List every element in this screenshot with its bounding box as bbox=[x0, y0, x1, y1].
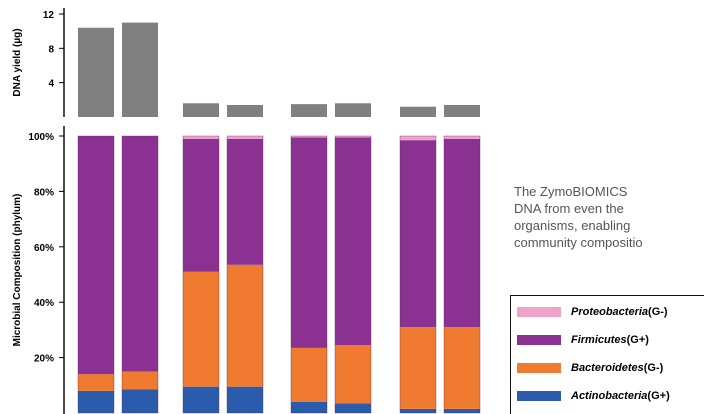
yield-tick-label: 12 bbox=[43, 10, 55, 21]
composition-segment-proteobacteria bbox=[335, 136, 371, 138]
composition-segment-bacteroidetes bbox=[400, 327, 436, 409]
composition-bar-outline bbox=[399, 135, 437, 414]
composition-segment-firmicutes bbox=[335, 137, 371, 346]
composition-segment-bacteroidetes bbox=[444, 327, 480, 409]
yield-tick-label: 8 bbox=[48, 44, 54, 55]
composition-segment-firmicutes bbox=[122, 136, 158, 372]
composition-segment-proteobacteria bbox=[227, 136, 263, 139]
composition-segment-bacteroidetes bbox=[335, 345, 371, 404]
composition-segment-proteobacteria bbox=[444, 136, 480, 139]
legend-swatch-firmicutes bbox=[517, 335, 561, 345]
composition-segment-firmicutes bbox=[78, 136, 114, 375]
composition-segment-actinobacteria bbox=[400, 408, 436, 413]
composition-bar-outline bbox=[443, 135, 481, 414]
composition-bar-outline bbox=[226, 135, 264, 414]
composition-segment-firmicutes bbox=[291, 137, 327, 348]
legend-swatch-bacteroidetes bbox=[517, 363, 561, 373]
legend-label-proteobacteria: Proteobacteria bbox=[571, 306, 649, 318]
composition-segment-bacteroidetes bbox=[227, 264, 263, 387]
composition-tick-label: 40% bbox=[34, 298, 54, 309]
composition-bar-outline bbox=[334, 135, 372, 414]
composition-bar-outline bbox=[290, 135, 328, 414]
yield-bar bbox=[291, 104, 327, 117]
legend-item-firmicutes: Firmicutes (G+) bbox=[517, 332, 649, 348]
composition-tick-label: 60% bbox=[34, 243, 54, 254]
yield-bar bbox=[227, 104, 263, 117]
caption-text: The ZymoBIOMICS DNA from even the organi… bbox=[514, 183, 704, 251]
composition-segment-bacteroidetes bbox=[183, 271, 219, 387]
composition-segment-bacteroidetes bbox=[291, 347, 327, 402]
legend-item-actinobacteria: Actinobacteria (G+) bbox=[517, 388, 670, 404]
caption-line-1: The ZymoBIOMICS bbox=[514, 184, 628, 199]
composition-segment-actinobacteria bbox=[291, 401, 327, 413]
yield-bar bbox=[335, 103, 371, 117]
composition-segment-actinobacteria bbox=[78, 390, 114, 413]
composition-segment-actinobacteria bbox=[227, 386, 263, 413]
composition-segment-actinobacteria bbox=[183, 386, 219, 413]
yield-axis-title: DNA yield (µg) bbox=[12, 28, 23, 96]
composition-segment-firmicutes bbox=[227, 138, 263, 265]
caption-line-3: organisms, enabling bbox=[514, 218, 631, 233]
yield-bar bbox=[400, 106, 436, 117]
legend-swatch-proteobacteria bbox=[517, 307, 561, 317]
caption-line-2: DNA from even the bbox=[514, 201, 624, 216]
composition-segment-proteobacteria bbox=[183, 136, 219, 139]
composition-segment-proteobacteria bbox=[291, 136, 327, 138]
composition-segment-bacteroidetes bbox=[78, 374, 114, 391]
yield-bar bbox=[183, 103, 219, 117]
composition-tick-label: 20% bbox=[34, 354, 54, 365]
yield-tick-label: 4 bbox=[48, 79, 54, 90]
composition-segment-proteobacteria bbox=[400, 136, 436, 141]
composition-tick-label: 80% bbox=[34, 187, 54, 198]
legend-suffix-proteobacteria: (G-) bbox=[648, 306, 668, 318]
yield-bar bbox=[122, 22, 158, 117]
composition-segment-firmicutes bbox=[400, 140, 436, 328]
yield-bar bbox=[78, 27, 114, 117]
composition-bar-outline bbox=[121, 135, 159, 414]
composition-bar-outline bbox=[77, 135, 115, 414]
legend-item-bacteroidetes: Bacteroidetes (G-) bbox=[517, 360, 663, 376]
legend-label-firmicutes: Firmicutes bbox=[571, 334, 627, 346]
legend-label-actinobacteria: Actinobacteria bbox=[571, 390, 648, 402]
legend-item-proteobacteria: Proteobacteria (G-) bbox=[517, 304, 668, 320]
composition-axis-title: Microbial Composition (phylum) bbox=[12, 194, 23, 347]
legend-suffix-firmicutes: (G+) bbox=[626, 334, 649, 346]
legend-suffix-bacteroidetes: (G-) bbox=[643, 362, 664, 374]
composition-tick-label: 100% bbox=[28, 132, 54, 143]
composition-segment-bacteroidetes bbox=[122, 371, 158, 390]
legend-label-bacteroidetes: Bacteroidetes bbox=[571, 362, 644, 374]
composition-segment-firmicutes bbox=[183, 138, 219, 272]
composition-bar-outline bbox=[182, 135, 220, 414]
yield-bar bbox=[444, 104, 480, 117]
composition-segment-actinobacteria bbox=[444, 408, 480, 413]
caption-line-4: community compositio bbox=[514, 235, 643, 250]
composition-segment-actinobacteria bbox=[335, 403, 371, 413]
composition-segment-actinobacteria bbox=[122, 389, 158, 413]
legend-suffix-actinobacteria: (G+) bbox=[647, 390, 670, 402]
legend-swatch-actinobacteria bbox=[517, 391, 561, 401]
legend: Proteobacteria (G-) Firmicutes (G+) Bact… bbox=[510, 295, 704, 414]
composition-segment-firmicutes bbox=[444, 138, 480, 328]
